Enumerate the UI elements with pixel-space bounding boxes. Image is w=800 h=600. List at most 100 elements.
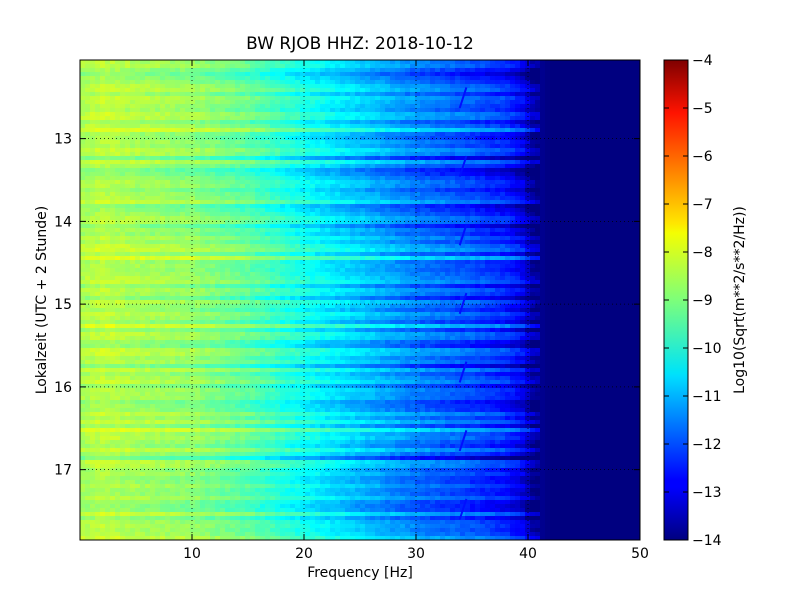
heatmap-cell	[380, 140, 386, 145]
heatmap-cell	[585, 212, 591, 217]
heatmap-cell	[580, 220, 586, 225]
heatmap-cell	[240, 68, 246, 73]
heatmap-cell	[225, 64, 231, 69]
heatmap-cell	[475, 188, 481, 193]
heatmap-cell	[555, 112, 561, 117]
heatmap-cell	[450, 196, 456, 201]
heatmap-cell	[225, 128, 231, 133]
heatmap-cell	[530, 116, 536, 121]
heatmap-cell	[475, 112, 481, 117]
heatmap-cell	[155, 196, 161, 201]
heatmap-cell	[120, 60, 126, 65]
heatmap-cell	[445, 80, 451, 85]
heatmap-cell	[125, 220, 131, 225]
heatmap-cell	[520, 120, 526, 125]
heatmap-cell	[460, 64, 466, 69]
heatmap-cell	[570, 112, 576, 117]
heatmap-cell	[500, 132, 506, 137]
heatmap-cell	[400, 80, 406, 85]
heatmap-cell	[625, 148, 631, 153]
heatmap-cell	[250, 200, 256, 205]
heatmap-cell	[400, 92, 406, 97]
heatmap-cell	[575, 84, 581, 89]
heatmap-cell	[560, 88, 566, 93]
heatmap-cell	[85, 180, 91, 185]
heatmap-cell	[220, 84, 226, 89]
heatmap-cell	[145, 160, 151, 165]
heatmap-cell	[200, 116, 206, 121]
heatmap-cell	[600, 136, 606, 141]
heatmap-cell	[545, 96, 551, 101]
heatmap-cell	[325, 184, 331, 189]
heatmap-cell	[500, 180, 506, 185]
heatmap-cell	[210, 80, 216, 85]
heatmap-cell	[340, 208, 346, 213]
heatmap-cell	[135, 92, 141, 97]
heatmap-cell	[400, 184, 406, 189]
heatmap-cell	[295, 100, 301, 105]
heatmap-cell	[255, 220, 261, 225]
heatmap-cell	[305, 184, 311, 189]
heatmap-cell	[320, 112, 326, 117]
heatmap-cell	[270, 152, 276, 157]
heatmap-cell	[380, 192, 386, 197]
heatmap-cell	[480, 120, 486, 125]
heatmap-cell	[445, 180, 451, 185]
heatmap-cell	[545, 196, 551, 201]
heatmap-cell	[475, 156, 481, 161]
heatmap-cell	[530, 224, 536, 229]
heatmap-cell	[110, 228, 116, 233]
heatmap-cell	[420, 76, 426, 81]
heatmap-cell	[265, 220, 271, 225]
heatmap-cell	[505, 140, 511, 145]
heatmap-cell	[80, 68, 86, 73]
heatmap-cell	[375, 88, 381, 93]
heatmap-cell	[460, 92, 466, 97]
heatmap-cell	[420, 204, 426, 209]
heatmap-cell	[235, 76, 241, 81]
heatmap-cell	[140, 120, 146, 125]
heatmap-cell	[470, 188, 476, 193]
heatmap-cell	[135, 72, 141, 77]
heatmap-cell	[300, 168, 306, 173]
heatmap-cell	[365, 112, 371, 117]
heatmap-cell	[130, 108, 136, 113]
heatmap-cell	[630, 136, 636, 141]
heatmap-cell	[575, 120, 581, 125]
heatmap-cell	[465, 168, 471, 173]
heatmap-cell	[585, 184, 591, 189]
heatmap-cell	[105, 212, 111, 217]
heatmap-cell	[180, 184, 186, 189]
heatmap-cell	[150, 204, 156, 209]
heatmap-cell	[345, 152, 351, 157]
heatmap-cell	[280, 92, 286, 97]
heatmap-cell	[275, 160, 281, 165]
heatmap-cell	[500, 80, 506, 85]
heatmap-cell	[135, 140, 141, 145]
heatmap-cell	[420, 236, 426, 241]
heatmap-cell	[185, 132, 191, 137]
heatmap-cell	[615, 208, 621, 213]
heatmap-cell	[395, 192, 401, 197]
heatmap-cell	[505, 208, 511, 213]
heatmap-cell	[600, 68, 606, 73]
heatmap-cell	[570, 76, 576, 81]
heatmap-cell	[585, 232, 591, 237]
heatmap-cell	[350, 192, 356, 197]
heatmap-cell	[230, 164, 236, 169]
heatmap-cell	[605, 180, 611, 185]
heatmap-cell	[220, 204, 226, 209]
heatmap-cell	[535, 92, 541, 97]
heatmap-cell	[515, 152, 521, 157]
heatmap-cell	[445, 100, 451, 105]
heatmap-cell	[170, 192, 176, 197]
heatmap-cell	[490, 220, 496, 225]
heatmap-cell	[405, 160, 411, 165]
heatmap-cell	[595, 164, 601, 169]
heatmap-cell	[255, 184, 261, 189]
heatmap-cell	[575, 232, 581, 237]
heatmap-cell	[205, 128, 211, 133]
heatmap-cell	[465, 212, 471, 217]
heatmap-cell	[625, 76, 631, 81]
heatmap-cell	[460, 128, 466, 133]
